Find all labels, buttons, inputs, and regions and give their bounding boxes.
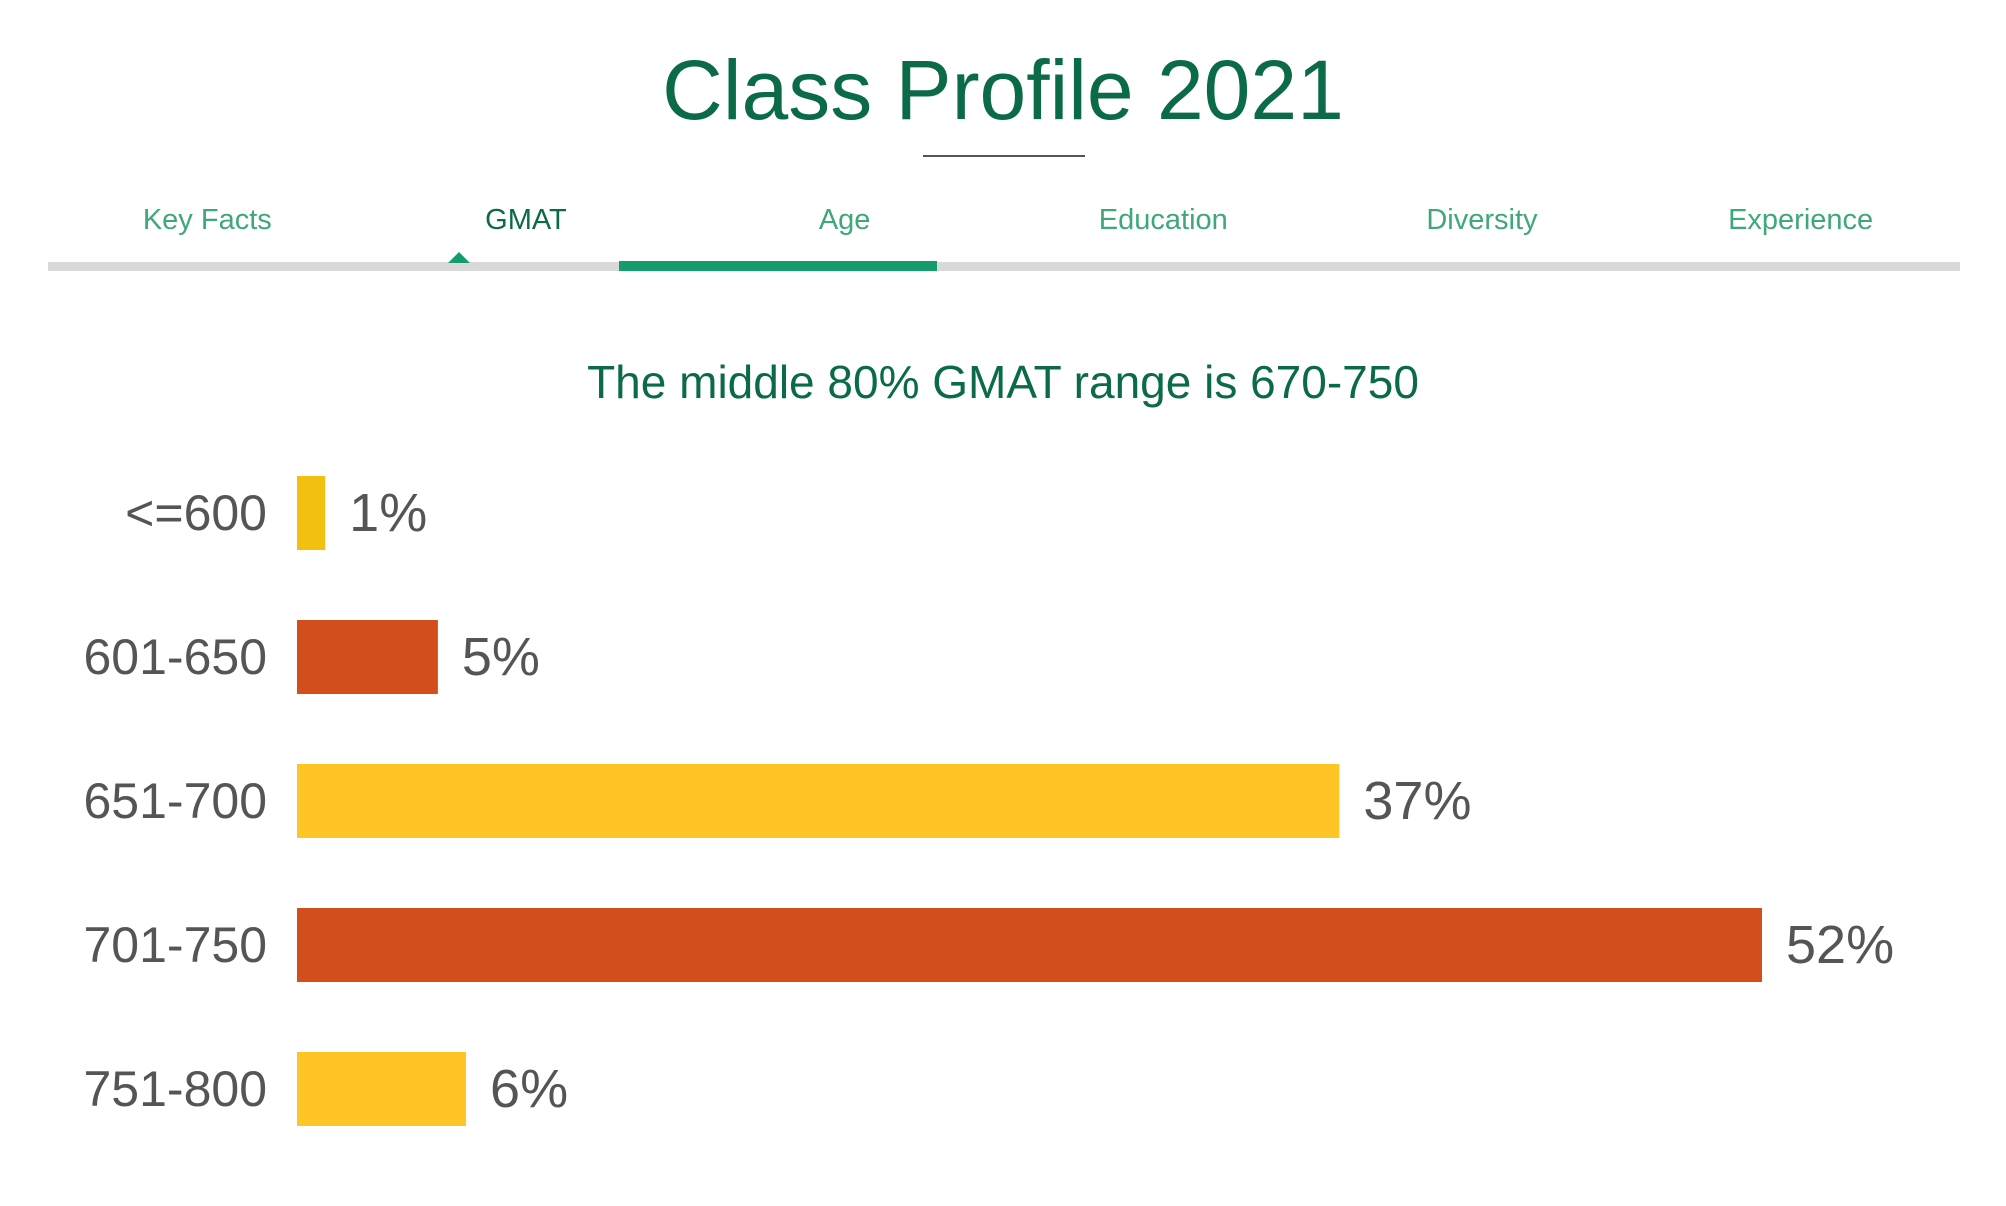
category-label: <=600 <box>125 485 267 541</box>
tab-age[interactable]: Age <box>818 204 871 236</box>
bar[interactable] <box>297 1052 467 1126</box>
value-label: 1% <box>349 483 427 543</box>
tab-gmat[interactable]: GMAT <box>485 204 567 236</box>
category-label: 701-750 <box>84 917 268 973</box>
active-tab-caret-icon <box>448 252 470 263</box>
value-label: 5% <box>462 627 540 687</box>
tab-bar: Key Facts GMAT Age Education Diversity E… <box>48 180 1960 271</box>
tab-education[interactable]: Education <box>1098 204 1228 236</box>
title-divider <box>923 155 1085 157</box>
category-label: 751-800 <box>84 1061 268 1117</box>
tab-experience[interactable]: Experience <box>1728 204 1874 236</box>
bar[interactable] <box>297 620 438 694</box>
value-label: 52% <box>1786 915 1894 975</box>
page-title: Class Profile 2021 <box>662 43 1344 137</box>
category-label: 601-650 <box>84 629 268 685</box>
bar[interactable] <box>297 764 1340 838</box>
value-label: 37% <box>1363 771 1471 831</box>
tab-key-facts[interactable]: Key Facts <box>142 204 272 236</box>
gmat-bar-chart: <=600 1% 601-650 5% 651-700 37% 701-750 52% 751-… <box>84 476 1894 1126</box>
active-tab-indicator <box>618 261 937 271</box>
bar[interactable] <box>297 908 1762 982</box>
chart-title: The middle 80% GMAT range is 670-750 <box>587 356 1419 408</box>
tab-diversity[interactable]: Diversity <box>1426 204 1538 236</box>
bar[interactable] <box>297 476 326 550</box>
tab-track <box>48 262 1960 271</box>
value-label: 6% <box>490 1059 568 1119</box>
category-label: 651-700 <box>84 773 268 829</box>
